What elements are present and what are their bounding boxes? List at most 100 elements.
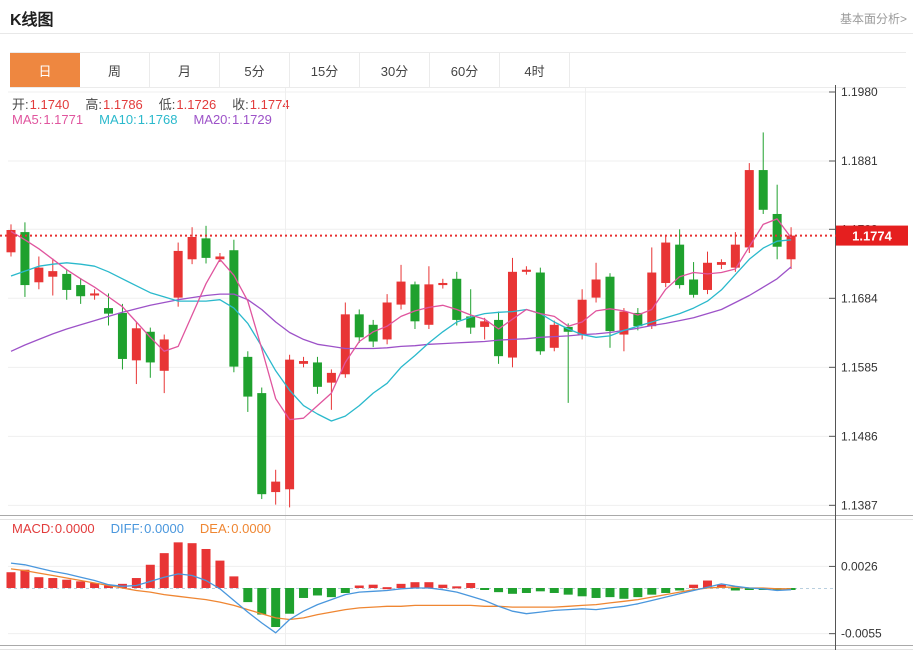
legend-item: 低:1.1726: [158, 97, 217, 112]
macd-bar: [661, 588, 671, 593]
candle-body: [716, 262, 726, 265]
candle-body: [104, 308, 114, 314]
legend-item: DIFF:0.0000: [110, 521, 184, 536]
ma20-line: [10, 266, 792, 352]
candle-body: [507, 271, 517, 358]
macd-bar: [396, 583, 406, 588]
period-tab-strip: 日周月 5分 15分 30分 60分 4时: [10, 52, 906, 88]
legend-item: DEA:0.0000: [199, 521, 272, 536]
ma10-line: [10, 239, 792, 422]
candle-body: [452, 278, 462, 320]
macd-bar: [480, 588, 490, 590]
macd-bar: [521, 588, 531, 593]
candle-body: [675, 244, 685, 286]
candle-body: [354, 314, 364, 338]
candle-body: [438, 282, 448, 286]
ma-legend: MA5:1.1771 MA10:1.1768 MA20:1.1729: [12, 112, 288, 127]
macd-bar: [424, 582, 434, 588]
legend-item: MA5:1.1771: [12, 112, 84, 127]
candle-body: [591, 279, 601, 298]
macd-bar: [605, 588, 615, 598]
macd-bar: [76, 581, 86, 588]
tab-5分[interactable]: 5分: [220, 53, 290, 87]
macd-bar: [675, 588, 685, 591]
candle-body: [131, 328, 141, 361]
candle-body: [117, 312, 127, 359]
candle-body: [661, 242, 671, 283]
candle-body: [480, 321, 490, 327]
candle-body: [76, 285, 86, 297]
dea-line: [10, 568, 792, 621]
candle-body: [521, 269, 531, 272]
macd-bar: [452, 586, 462, 589]
macd-bar: [689, 584, 699, 588]
candle-body: [62, 273, 72, 290]
candle-body: [20, 232, 30, 286]
candle-body: [730, 244, 740, 268]
tab-日[interactable]: 日: [10, 53, 80, 87]
candle-body: [90, 293, 100, 296]
macd-bar: [563, 588, 573, 595]
macd-bar: [104, 585, 114, 588]
candle-body: [299, 361, 309, 364]
candle-body: [619, 311, 629, 335]
macd-bar: [34, 577, 44, 588]
tab-4时[interactable]: 4时: [500, 53, 570, 87]
candle-body: [48, 271, 58, 277]
macd-bar: [577, 588, 587, 597]
fundamental-analysis-link[interactable]: 基本面分析>: [839, 12, 907, 26]
macd-bar: [187, 543, 197, 588]
legend-item: MACD:0.0000: [12, 521, 95, 536]
candle-body: [786, 235, 796, 260]
macd-bar: [159, 553, 169, 588]
macd-legend: MACD:0.0000 DIFF:0.0000 DEA:0.0000: [12, 521, 287, 536]
macd-axis-label: 0.0026: [841, 559, 878, 573]
price-axis-label: 1.1684: [841, 291, 878, 305]
tab-周[interactable]: 周: [80, 53, 150, 87]
macd-bar: [299, 588, 309, 598]
tab-15分[interactable]: 15分: [290, 53, 360, 87]
macd-bar: [633, 588, 643, 598]
candle-body: [173, 250, 183, 298]
macd-axis-label: -0.0055: [841, 627, 882, 641]
tab-60分[interactable]: 60分: [430, 53, 500, 87]
candle-body: [633, 312, 643, 327]
candle-body: [605, 276, 615, 332]
macd-bar: [90, 583, 100, 588]
candle-body: [6, 230, 16, 253]
macd-bar: [494, 588, 504, 593]
legend-item: MA20:1.1729: [193, 112, 272, 127]
candle-body: [243, 356, 253, 397]
macd-bar: [229, 576, 239, 588]
legend-item: 收:1.1774: [232, 97, 290, 112]
candle-body: [187, 236, 197, 260]
tab-月[interactable]: 月: [150, 53, 220, 87]
diff-line: [10, 562, 792, 634]
current-price-tag-value: 1.1774: [852, 229, 893, 244]
macd-bar: [173, 542, 183, 588]
legend-item: 高:1.1786: [85, 97, 143, 112]
macd-bar: [507, 588, 517, 594]
macd-bar: [243, 588, 253, 603]
macd-bar: [285, 588, 295, 614]
macd-bar: [703, 580, 712, 588]
macd-bar: [131, 578, 141, 588]
tab-30分[interactable]: 30分: [360, 53, 430, 87]
candle-body: [758, 170, 768, 210]
candle-body: [34, 267, 44, 283]
candle-body: [535, 272, 545, 352]
candle-body: [466, 316, 476, 328]
macd-bar: [271, 588, 281, 628]
candle-body: [396, 281, 406, 305]
candle-body: [689, 279, 699, 295]
candle-body: [215, 256, 225, 260]
candle-body: [577, 299, 587, 335]
price-axis-label: 1.1486: [841, 429, 878, 443]
macd-bar: [145, 564, 155, 588]
candle-body: [703, 262, 712, 290]
candle-body: [285, 359, 295, 490]
candle-body: [257, 393, 267, 495]
candle-body: [368, 324, 378, 342]
price-axis-label: 1.1980: [841, 85, 878, 99]
